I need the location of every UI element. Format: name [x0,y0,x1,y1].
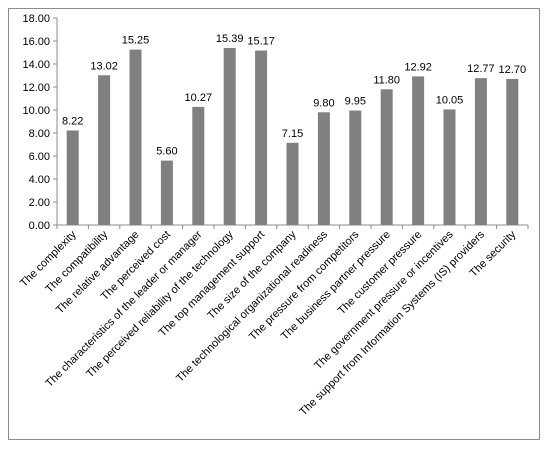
data-label: 15.25 [122,35,150,47]
data-label: 8.22 [62,115,83,127]
bar [474,78,487,226]
bar [223,48,236,225]
bar [380,89,393,225]
y-tick-label: 18.00 [22,13,50,25]
data-label: 15.39 [216,33,244,45]
data-label: 7.15 [282,128,303,140]
bar [286,142,299,225]
data-label: 5.60 [156,146,177,158]
y-tick-label: 16.00 [22,36,50,48]
data-label: 12.70 [499,64,527,76]
bar [192,106,205,225]
bar [129,49,142,225]
data-label: 13.02 [90,60,118,72]
bar [255,50,268,225]
data-label: 9.80 [313,97,334,109]
bar [506,78,519,225]
y-tick-label: 12.00 [22,82,50,94]
data-label: 11.80 [373,74,400,86]
data-label: 10.05 [436,94,464,106]
bar [98,75,111,226]
y-tick-label: 4.00 [29,174,50,186]
data-label: 12.77 [467,63,495,75]
y-tick-label: 14.00 [22,59,50,71]
data-label: 10.27 [185,92,213,104]
y-tick-label: 10.00 [22,105,50,117]
y-tick-label: 2.00 [29,197,50,209]
data-label: 12.92 [404,61,432,73]
bar [443,109,456,225]
y-tick-label: 8.00 [29,128,50,140]
bar [317,112,330,225]
bar [66,130,79,225]
bar [412,76,425,225]
bar [160,160,173,225]
data-label: 15.17 [247,36,275,48]
y-tick-label: 6.00 [29,151,50,163]
y-tick-label: 0.00 [29,220,50,232]
data-label: 9.95 [345,96,366,108]
bar [349,110,362,225]
x-tick-label: The complexity [18,228,79,289]
